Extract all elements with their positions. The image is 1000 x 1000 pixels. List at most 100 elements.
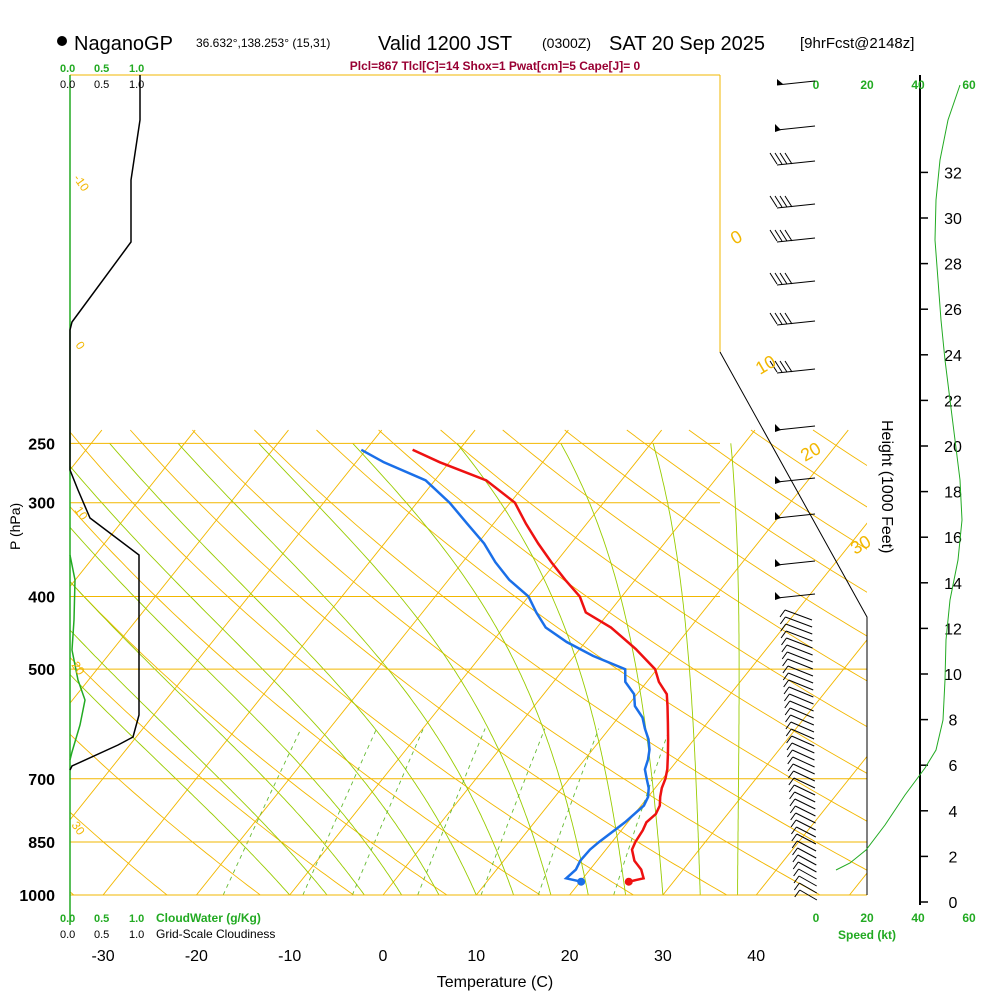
moist-adiabat <box>70 580 365 895</box>
station-coords: 36.632°,138.253° (15,31) <box>196 36 330 50</box>
isotherm <box>102 429 476 895</box>
valid-time: Valid 1200 JST <box>378 33 512 55</box>
speed-top-20: 20 <box>860 78 874 92</box>
mixing-ratio-line <box>351 728 424 895</box>
pressure-tick-1000: 1000 <box>19 888 55 905</box>
wind-barb <box>769 272 816 286</box>
height-tick-label: 8 <box>949 713 958 730</box>
dry-adiabat-label: 30 <box>847 531 874 558</box>
dry-adiabat <box>502 429 867 682</box>
isobar-lines <box>70 442 867 896</box>
isotherm <box>662 639 867 895</box>
temperature-axis: -30 -20 -10 0 10 20 30 40 <box>92 948 766 965</box>
isotherm <box>569 522 867 895</box>
isotherm-label: 0 <box>73 339 88 353</box>
wind-barb <box>790 819 816 831</box>
dry-adiabat-label: 10 <box>752 351 779 378</box>
isotherm-label: 10 <box>72 504 91 523</box>
dry-adiabat <box>70 505 542 895</box>
height-tick-label: 0 <box>949 895 958 912</box>
temp-tick--30: -30 <box>92 948 115 965</box>
height-tick-label: 12 <box>944 621 962 638</box>
height-tick-label: 18 <box>944 485 962 502</box>
chart-header: NaganoGP 36.632°,138.253° (15,31) Valid … <box>57 33 914 73</box>
temp-tick-0: 0 <box>379 948 388 965</box>
wind-barb <box>784 707 814 719</box>
station-name: NaganoGP <box>74 33 173 55</box>
wind-barb <box>784 700 814 712</box>
isotherm-label: 30 <box>69 819 88 838</box>
wind-barb <box>775 592 816 600</box>
dry-adiabat <box>564 429 867 637</box>
wind-barb <box>794 889 818 901</box>
speed-bottom-0: 0 <box>813 911 820 925</box>
moist-adiabat <box>70 526 403 895</box>
mixing-ratio-label: 2 <box>303 903 320 917</box>
wind-barb <box>780 623 813 635</box>
pressure-tick-400: 400 <box>28 589 55 606</box>
wind-barb <box>783 679 814 691</box>
wind-barb <box>792 861 817 873</box>
wind-barb <box>790 812 816 824</box>
wind-barb <box>785 714 815 726</box>
isotherm <box>70 429 383 821</box>
mixing-ratio-line <box>480 728 546 895</box>
mixing-ratio-label: 3 <box>353 903 370 917</box>
cloudwater-bottom-2: 1.0 <box>129 913 144 925</box>
wind-barb <box>791 826 817 838</box>
isotherm-label: -10 <box>71 172 93 195</box>
wind-barb <box>769 229 816 243</box>
wind-barb <box>782 658 814 670</box>
wind-barb <box>785 728 815 740</box>
surface-temperature-marker <box>624 877 633 886</box>
cloudwater-profile <box>69 554 86 761</box>
wind-barb <box>780 630 813 642</box>
valid-date: SAT 20 Sep 2025 <box>609 33 765 55</box>
sounding-profiles <box>360 448 670 886</box>
moist-adiabat <box>177 443 515 895</box>
valid-utc: (0300Z) <box>542 35 591 51</box>
wind-barb <box>775 559 816 567</box>
wind-barb <box>769 312 816 326</box>
dry-adiabat <box>70 431 635 895</box>
temperature-profile <box>412 448 670 883</box>
height-tick-label: 30 <box>944 211 962 228</box>
isotherm <box>0 430 9 911</box>
wind-barb <box>793 882 818 894</box>
forecast-info: [9hrFcst@2148z] <box>800 35 914 52</box>
speed-bottom-40: 40 <box>911 911 925 925</box>
dry-adiabat <box>192 429 822 895</box>
moist-adiabat <box>652 443 701 895</box>
wind-barb <box>779 616 813 628</box>
height-tick-label: 28 <box>944 257 962 274</box>
mixing-ratio-label: 12 <box>538 896 558 916</box>
cloudiness-bottom-1: 0.5 <box>94 929 109 941</box>
dry-adiabat <box>254 429 867 871</box>
wind-barb <box>781 637 813 649</box>
moist-adiabat <box>70 673 291 895</box>
wind-barb <box>789 798 816 810</box>
cloudwater-top-0: 0.0 <box>60 63 75 75</box>
dry-adiabat-label: 20 <box>797 438 824 465</box>
dry-adiabat <box>626 429 867 593</box>
cloudiness-label: Grid-Scale Cloudiness <box>156 927 275 941</box>
moist-adiabat <box>730 443 740 895</box>
wind-speed-profile <box>835 84 963 871</box>
wind-barb <box>783 686 814 698</box>
isotherm <box>289 429 663 895</box>
wind-barb <box>788 770 816 782</box>
wind-barb <box>789 805 816 817</box>
temp-tick--20: -20 <box>185 948 208 965</box>
wind-barb <box>787 756 815 768</box>
temp-tick-30: 30 <box>654 948 672 965</box>
pressure-axis: 250 300 400 500 700 850 1000 <box>19 436 55 905</box>
speed-top-0: 0 <box>813 78 820 92</box>
wind-barb <box>791 840 817 852</box>
wind-barb <box>793 875 817 887</box>
wind-barb <box>788 777 816 789</box>
height-tick-label: 16 <box>944 530 962 547</box>
wind-barb <box>784 693 814 705</box>
wind-barb <box>775 512 816 520</box>
speed-top-40: 40 <box>911 78 925 92</box>
